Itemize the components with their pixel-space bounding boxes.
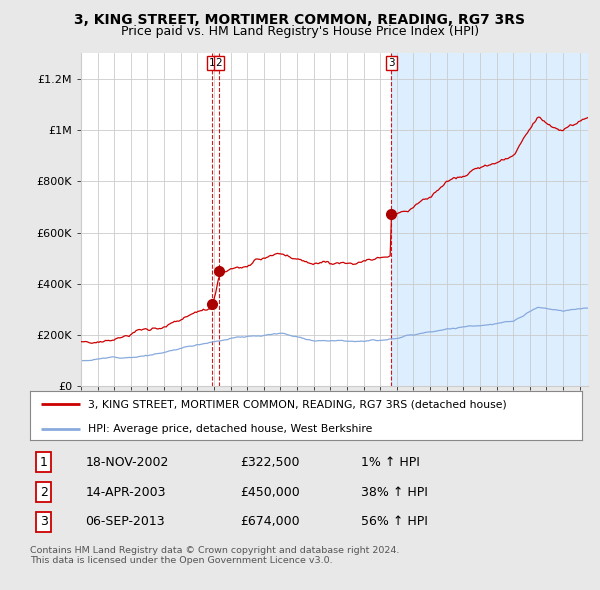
Text: Price paid vs. HM Land Registry's House Price Index (HPI): Price paid vs. HM Land Registry's House … <box>121 25 479 38</box>
Text: 3, KING STREET, MORTIMER COMMON, READING, RG7 3RS (detached house): 3, KING STREET, MORTIMER COMMON, READING… <box>88 399 507 409</box>
Text: Contains HM Land Registry data © Crown copyright and database right 2024.
This d: Contains HM Land Registry data © Crown c… <box>30 546 400 565</box>
Text: HPI: Average price, detached house, West Berkshire: HPI: Average price, detached house, West… <box>88 424 373 434</box>
Bar <box>391 53 588 386</box>
Text: 3, KING STREET, MORTIMER COMMON, READING, RG7 3RS: 3, KING STREET, MORTIMER COMMON, READING… <box>74 13 526 27</box>
Text: 1% ↑ HPI: 1% ↑ HPI <box>361 456 420 469</box>
Text: 2: 2 <box>40 486 48 499</box>
Text: £450,000: £450,000 <box>240 486 299 499</box>
Text: 56% ↑ HPI: 56% ↑ HPI <box>361 516 428 529</box>
Text: 38% ↑ HPI: 38% ↑ HPI <box>361 486 428 499</box>
Text: 06-SEP-2013: 06-SEP-2013 <box>85 516 165 529</box>
Text: 3: 3 <box>388 58 395 68</box>
Text: £674,000: £674,000 <box>240 516 299 529</box>
Text: 2: 2 <box>215 58 222 68</box>
Text: £322,500: £322,500 <box>240 456 299 469</box>
Text: 14-APR-2003: 14-APR-2003 <box>85 486 166 499</box>
Text: 1: 1 <box>40 456 48 469</box>
Text: 1: 1 <box>209 58 215 68</box>
Text: 3: 3 <box>40 516 48 529</box>
Text: 18-NOV-2002: 18-NOV-2002 <box>85 456 169 469</box>
